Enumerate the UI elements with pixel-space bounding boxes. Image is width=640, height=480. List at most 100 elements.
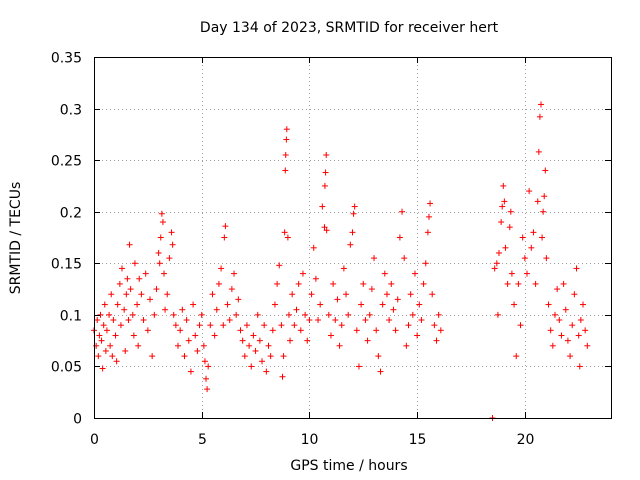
data-point [350, 210, 357, 217]
data-point [545, 301, 552, 308]
data-point [149, 353, 156, 360]
data-point [168, 229, 175, 236]
data-point [526, 188, 533, 195]
data-point [500, 182, 507, 189]
data-point [106, 311, 113, 318]
data-point [284, 234, 291, 241]
data-point [107, 342, 114, 349]
data-point [536, 113, 543, 120]
data-point [343, 291, 350, 298]
data-point [573, 265, 580, 272]
data-point [381, 270, 388, 277]
data-point [319, 203, 326, 210]
data-point [304, 337, 311, 344]
data-point [336, 342, 343, 349]
data-point [127, 286, 134, 293]
data-point [218, 265, 225, 272]
data-point [221, 234, 228, 241]
x-tick-label: 0 [90, 432, 99, 448]
data-point [433, 337, 440, 344]
data-point [135, 342, 142, 349]
data-point [129, 311, 136, 318]
data-point [140, 317, 147, 324]
data-point [528, 244, 535, 251]
data-point [117, 322, 124, 329]
data-point [99, 365, 106, 372]
data-point [198, 311, 205, 318]
data-point [407, 291, 414, 298]
data-point [379, 301, 386, 308]
data-point [362, 317, 369, 324]
data-point [282, 167, 289, 174]
data-point [226, 317, 233, 324]
x-tick-label: 5 [198, 432, 207, 448]
data-point [190, 301, 197, 308]
data-point [179, 306, 186, 313]
data-point [519, 234, 526, 241]
data-point [437, 327, 444, 334]
data-point [515, 280, 522, 287]
data-point [560, 280, 567, 287]
data-point [306, 317, 313, 324]
data-point [345, 311, 352, 318]
data-point [271, 301, 278, 308]
data-point [494, 311, 501, 318]
data-point [153, 286, 160, 293]
data-point [501, 198, 508, 205]
data-point [123, 291, 130, 298]
data-point [499, 203, 506, 210]
x-tick-label: 10 [301, 432, 319, 448]
data-point [103, 327, 110, 334]
data-point [386, 317, 393, 324]
data-point [134, 301, 141, 308]
data-point [119, 265, 126, 272]
data-point [532, 280, 539, 287]
y-tick-label: 0.35 [51, 51, 82, 67]
data-point [355, 363, 362, 370]
data-point [491, 265, 498, 272]
data-point [431, 322, 438, 329]
data-point [254, 311, 261, 318]
data-point [399, 208, 406, 215]
data-point [233, 311, 240, 318]
data-point [521, 255, 528, 262]
data-point [551, 311, 558, 318]
data-point [368, 286, 375, 293]
x-tick-label: 15 [409, 432, 427, 448]
data-point [183, 317, 190, 324]
data-point [100, 322, 107, 329]
data-point [584, 342, 591, 349]
data-point [102, 347, 109, 354]
data-point [283, 126, 290, 133]
data-point [263, 368, 270, 375]
data-point [261, 322, 268, 329]
data-point [295, 280, 302, 287]
data-point [136, 275, 143, 282]
data-point [507, 208, 514, 215]
data-point [101, 301, 108, 308]
data-point [285, 311, 292, 318]
data-point [161, 270, 168, 277]
data-point [228, 286, 235, 293]
data-point [291, 322, 298, 329]
y-tick-label: 0.2 [60, 206, 82, 222]
data-point [203, 375, 210, 382]
data-point [282, 151, 289, 158]
data-point [280, 353, 287, 360]
data-point [396, 234, 403, 241]
data-point [375, 353, 382, 360]
data-point [358, 301, 365, 308]
data-point [252, 347, 259, 354]
data-point [124, 275, 131, 282]
data-point [371, 255, 378, 262]
data-point [142, 270, 149, 277]
data-point [364, 337, 371, 344]
data-point [334, 296, 341, 303]
data-point [390, 306, 397, 313]
data-point [192, 332, 199, 339]
data-point [577, 317, 584, 324]
data-point [582, 327, 589, 334]
data-point [287, 337, 294, 344]
data-point [108, 291, 115, 298]
plot-frame [94, 57, 612, 419]
